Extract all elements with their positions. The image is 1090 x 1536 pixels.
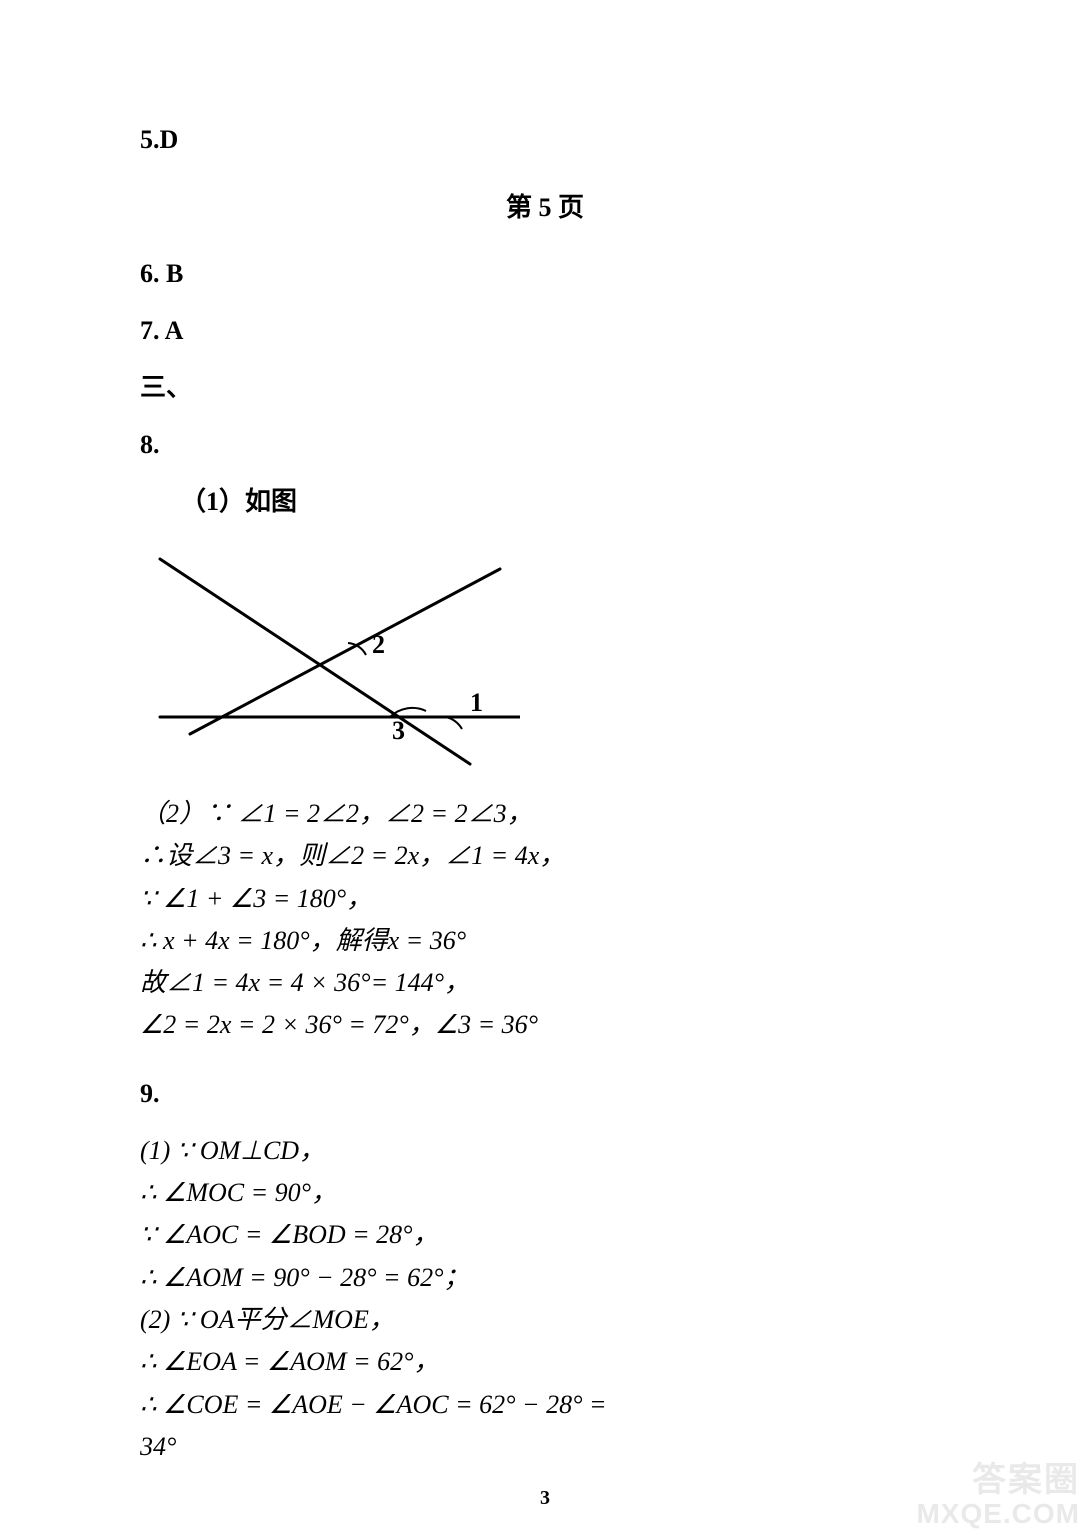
q9-l1: (1) ∵ OM⊥CD， (140, 1136, 325, 1165)
q8-part2-solution: （2）∵ ∠1 = 2∠2，∠2 = 2∠3， ∴设∠3 = x，则∠2 = 2… (140, 794, 950, 1046)
q9-l2: ∴ ∠MOC = 90°， (140, 1178, 337, 1207)
page-5-header: 第 5 页 (140, 187, 950, 224)
q8-p2-l4: ∴ x + 4x = 180°，解得x = 36° (140, 926, 466, 955)
svg-text:3: 3 (392, 716, 405, 745)
q9-l7: ∴ ∠COE = ∠AOE − ∠AOC = 62° − 28° = (140, 1390, 607, 1419)
svg-text:2: 2 (372, 630, 385, 659)
q8-p2-l2: ∴设∠3 = x，则∠2 = 2x，∠1 = 4x， (140, 841, 565, 870)
answer-6: 6. B (140, 254, 950, 293)
q8-p2-l5: 故∠1 = 4x = 4 × 36°= 144°， (140, 968, 470, 997)
q9-l8: 34° (140, 1432, 176, 1461)
q9-l3: ∵ ∠AOC = ∠BOD = 28°， (140, 1220, 439, 1249)
answer-7: 7. A (140, 311, 950, 350)
q9-solution: (1) ∵ OM⊥CD， ∴ ∠MOC = 90°， ∵ ∠AOC = ∠BOD… (140, 1131, 950, 1467)
svg-text:1: 1 (470, 688, 483, 717)
q8-p2-l3: ∵ ∠1 + ∠3 = 180°， (140, 884, 372, 913)
q8-diagram: 2 3 1 (140, 539, 950, 774)
question-8-label: 8. (140, 425, 950, 464)
section-three-heading: 三、 (140, 368, 950, 407)
q8-p2-l1: （2）∵ ∠1 = 2∠2，∠2 = 2∠3， (140, 799, 533, 828)
question-9-label: 9. (140, 1074, 950, 1113)
q8-p2-l6: ∠2 = 2x = 2 × 36° = 72°，∠3 = 36° (140, 1010, 538, 1039)
answer-5: 5.D (140, 120, 950, 159)
q9-l5: (2) ∵ OA平分∠MOE， (140, 1305, 395, 1334)
q8-part1-label: （1）如图 (180, 482, 950, 521)
q9-l4: ∴ ∠AOM = 90° − 28° = 62°； (140, 1263, 470, 1292)
footer-page-number: 3 (0, 1487, 1090, 1510)
q9-l6: ∴ ∠EOA = ∠AOM = 62°， (140, 1347, 440, 1376)
